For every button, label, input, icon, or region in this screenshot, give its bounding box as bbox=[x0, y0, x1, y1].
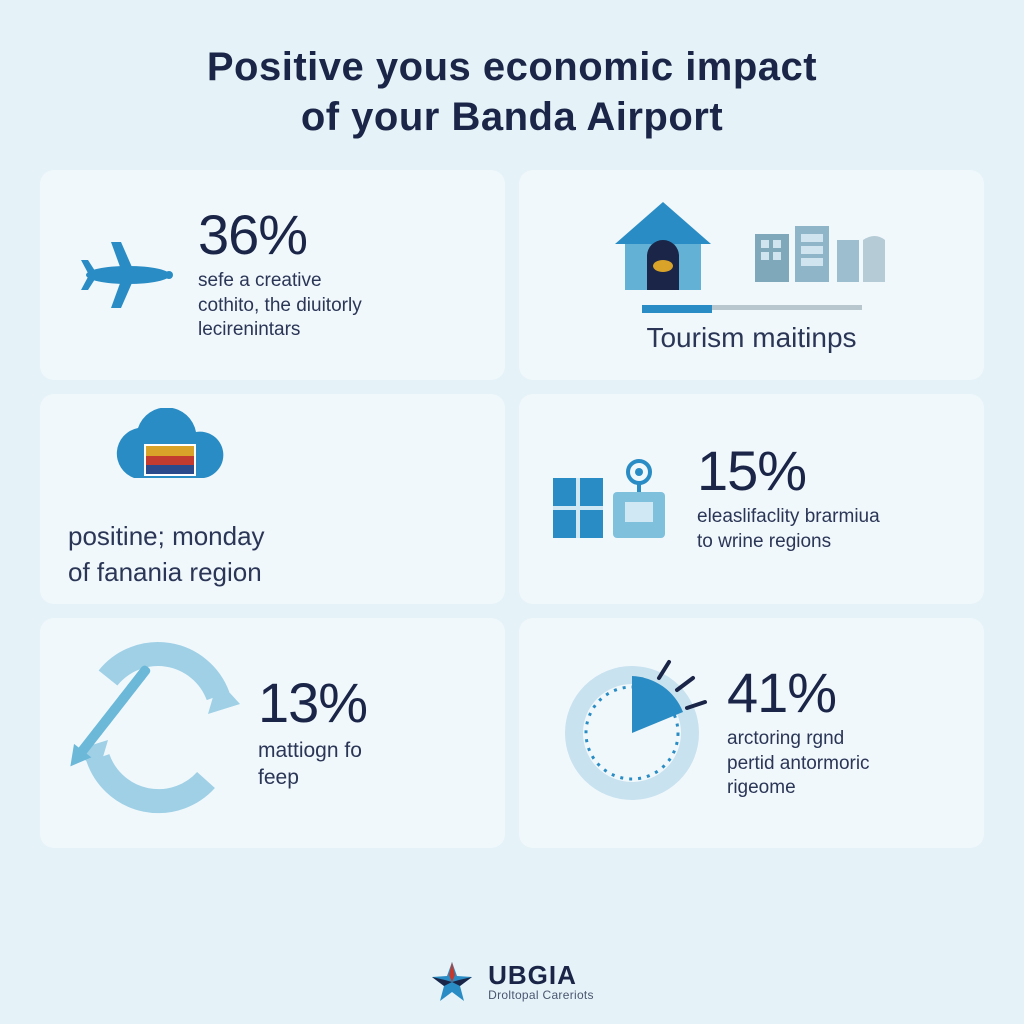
stat-sub-2: cothito, the diuitorly bbox=[198, 294, 477, 319]
buildings-icon bbox=[751, 206, 901, 301]
stat-sub-1: mattiogn fo bbox=[258, 737, 477, 764]
stat-value: 36% bbox=[198, 207, 477, 263]
stat-value: 41% bbox=[727, 665, 956, 721]
card-airplane-stat: 36% sefe a creative cothito, the diuitor… bbox=[40, 170, 505, 380]
card-cycle-stat: 13% mattiogn fo feep bbox=[40, 618, 505, 848]
airplane-icon bbox=[68, 230, 188, 320]
stat-sub-1: eleaslifaclity brarmiua bbox=[697, 505, 956, 530]
brand-name: UBGIA bbox=[488, 962, 594, 988]
stat-sub-3: lecirenintars bbox=[198, 318, 477, 343]
stat-sub-1: arctoring rgnd bbox=[727, 727, 956, 752]
card-cloud-region: positine; monday of fanania region bbox=[40, 394, 505, 604]
brand-tagline: Droltopal Careriots bbox=[488, 988, 594, 1002]
stat-sub-2: feep bbox=[258, 764, 477, 791]
donut-chart-icon bbox=[547, 648, 717, 818]
house-icon bbox=[603, 196, 723, 301]
card-facility-stat: 15% eleaslifaclity brarmiua to wrine reg… bbox=[519, 394, 984, 604]
tourism-label: Tourism maitinps bbox=[646, 322, 856, 354]
card-donut-stat: 41% arctoring rgnd pertid antormoric rig… bbox=[519, 618, 984, 848]
card-tourism: Tourism maitinps bbox=[519, 170, 984, 380]
stat-sub-1: sefe a creative bbox=[198, 269, 477, 294]
title-line-1: Positive yous economic impact bbox=[207, 45, 817, 89]
footer: UBGIA Droltopal Careriots bbox=[0, 960, 1024, 1004]
stat-value: 15% bbox=[697, 443, 956, 499]
cycle-arrows-icon bbox=[68, 638, 248, 828]
card-grid: 36% sefe a creative cothito, the diuitor… bbox=[0, 170, 1024, 848]
region-label-2: of fanania region bbox=[68, 555, 262, 590]
progress-bar-icon bbox=[642, 305, 862, 310]
brand-logo-icon bbox=[430, 960, 474, 1004]
cloud-flag-icon bbox=[98, 408, 238, 503]
boxes-icon bbox=[547, 444, 687, 554]
page-title: Positive yous economic impact of your Ba… bbox=[0, 0, 1024, 170]
stat-sub-2: pertid antormoric bbox=[727, 752, 956, 777]
stat-sub-2: to wrine regions bbox=[697, 530, 956, 555]
region-label-1: positine; monday bbox=[68, 519, 265, 554]
title-line-2: of your Banda Airport bbox=[301, 95, 723, 139]
stat-sub-3: rigeome bbox=[727, 776, 956, 801]
stat-value: 13% bbox=[258, 675, 477, 731]
